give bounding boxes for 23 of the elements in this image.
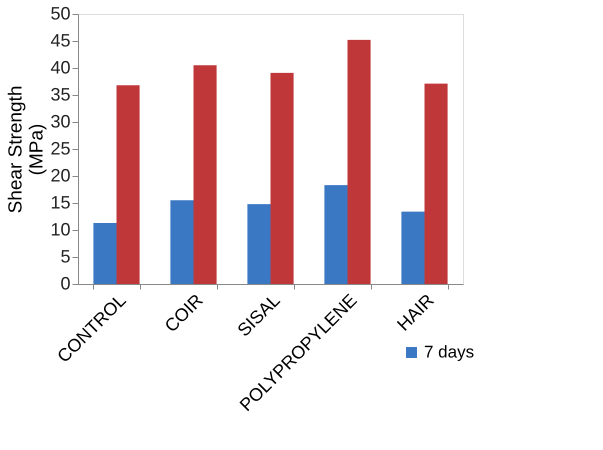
bar <box>348 40 371 284</box>
y-tick-label: 20 <box>50 166 70 186</box>
bar <box>247 204 270 284</box>
y-tick-label: 50 <box>50 4 70 24</box>
y-tick-label: 25 <box>50 138 70 158</box>
bar <box>401 212 424 284</box>
y-tick-label: 10 <box>50 220 70 240</box>
y-tick-label: 30 <box>50 112 70 132</box>
y-axis-title: Shear Strength (MPa) <box>5 86 48 214</box>
bar <box>324 185 348 284</box>
bar <box>170 200 194 284</box>
y-tick-label: 0 <box>60 274 70 294</box>
legend-label: 7 days <box>424 342 474 362</box>
bar <box>194 65 217 284</box>
y-tick-label: 5 <box>60 246 70 266</box>
y-tick-label: 15 <box>50 192 70 212</box>
bar <box>424 84 448 284</box>
y-tick-label: 45 <box>50 30 70 50</box>
y-tick-label: 40 <box>50 58 70 78</box>
bar <box>116 85 140 284</box>
y-tick-label: 35 <box>50 84 70 104</box>
bar <box>93 222 116 284</box>
bar <box>270 72 294 284</box>
